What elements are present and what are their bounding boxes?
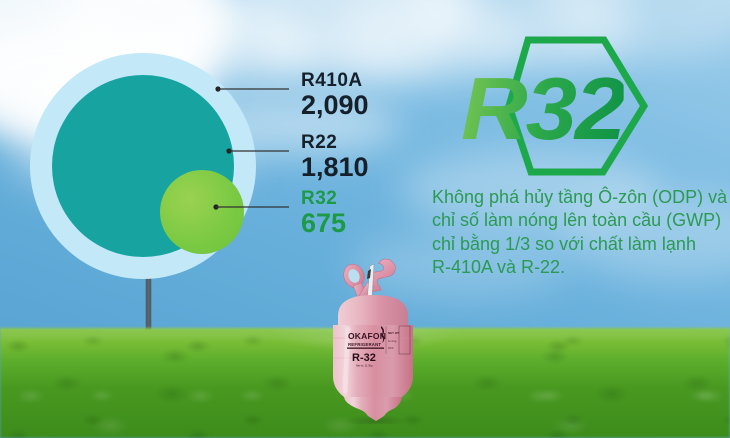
svg-text:25 lb: 25 lb: [388, 346, 394, 350]
svg-text:NET WT: NET WT: [388, 331, 400, 335]
svg-text:OKAFON: OKAFON: [348, 331, 386, 341]
svg-text:11.3 kg: 11.3 kg: [388, 339, 397, 343]
svg-text:R-32: R-32: [352, 352, 376, 364]
svg-text:REFRIGERANT: REFRIGERANT: [348, 342, 381, 347]
svg-text:Net wt. 11.3kg: Net wt. 11.3kg: [356, 364, 373, 368]
